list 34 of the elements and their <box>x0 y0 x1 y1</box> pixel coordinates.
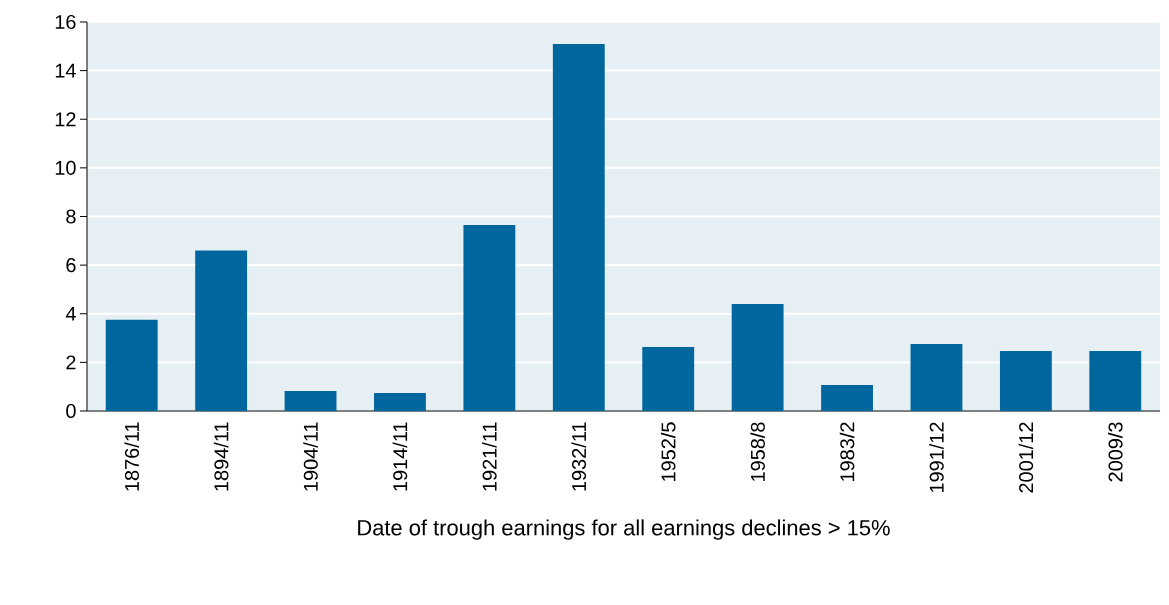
x-tick-label: 1991/12 <box>929 422 944 493</box>
y-tick-label: 14 <box>55 63 76 78</box>
x-tick-label: 2001/12 <box>1018 422 1034 493</box>
bar <box>821 384 873 411</box>
bar <box>731 304 784 411</box>
y-tick-label: 6 <box>66 258 76 273</box>
x-tick-label: 1904/11 <box>303 422 318 491</box>
bar <box>1089 350 1142 411</box>
x-tick-label: 1952/5 <box>660 422 676 481</box>
bar <box>999 350 1052 411</box>
x-tick-label: 2009/3 <box>1107 422 1123 482</box>
y-tick-label: 4 <box>65 306 76 321</box>
x-tick-label: 1958/8 <box>750 422 765 481</box>
y-tick-label: 8 <box>66 209 76 224</box>
bar <box>910 343 963 411</box>
x-tick-label: 1914/11 <box>392 422 408 491</box>
bar <box>642 347 695 411</box>
bar <box>463 225 516 411</box>
bar <box>284 391 337 411</box>
y-tick-label: 12 <box>55 112 76 127</box>
bar <box>105 319 158 411</box>
x-axis-title: Date of trough earnings for all earnings declines > 15% <box>358 519 890 540</box>
x-tick-label: 1932/11 <box>571 422 587 491</box>
x-tick-label: 1876/11 <box>124 422 140 491</box>
x-tick-label: 1983/2 <box>839 422 855 481</box>
y-tick-label: 10 <box>55 160 76 175</box>
bar <box>374 393 426 411</box>
y-tick-label: 0 <box>66 403 76 419</box>
y-tick-label: 16 <box>55 14 76 30</box>
bar <box>195 250 248 411</box>
y-tick-label: 2 <box>66 355 76 370</box>
x-tick-label: 1894/11 <box>213 422 229 491</box>
bar <box>552 43 605 411</box>
x-tick-label: 1921/11 <box>482 422 497 491</box>
